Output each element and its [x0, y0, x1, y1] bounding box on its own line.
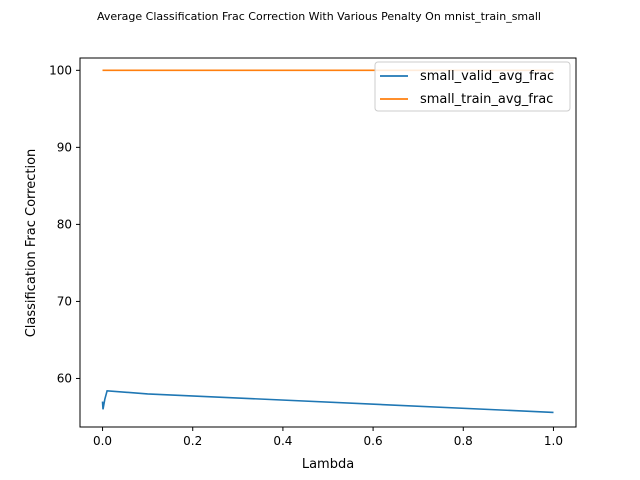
y-tick-label: 60 [57, 371, 72, 385]
plot-area-frame [79, 57, 577, 428]
series-line-small_valid_avg_frac [101, 389, 554, 414]
x-tick-label: 0.2 [183, 434, 202, 448]
x-tick-label: 0.0 [93, 434, 112, 448]
legend: small_valid_avg_frac small_train_avg_frac [374, 61, 571, 112]
x-tick-label: 0.4 [273, 434, 292, 448]
y-axis: 60 70 80 90 100 [49, 63, 80, 385]
y-tick-label: 100 [49, 63, 72, 77]
x-axis-label: Lambda [302, 457, 354, 472]
x-tick-label: 0.6 [364, 434, 383, 448]
x-axis: 0.0 0.2 0.4 0.6 0.8 1.0 [93, 427, 563, 448]
x-tick-label: 0.8 [454, 434, 473, 448]
y-axis-label: Classification Frac Correction [24, 149, 39, 338]
x-tick-label: 1.0 [544, 434, 563, 448]
y-tick-label: 90 [57, 140, 72, 154]
legend-label: small_train_avg_frac [420, 92, 553, 107]
y-tick-label: 80 [57, 217, 72, 231]
series-lines [101, 69, 554, 414]
legend-label: small_valid_avg_frac [420, 69, 554, 84]
y-tick-label: 70 [57, 294, 72, 308]
legend-frame [374, 61, 571, 112]
chart-title: Average Classification Frac Correction W… [97, 10, 541, 23]
